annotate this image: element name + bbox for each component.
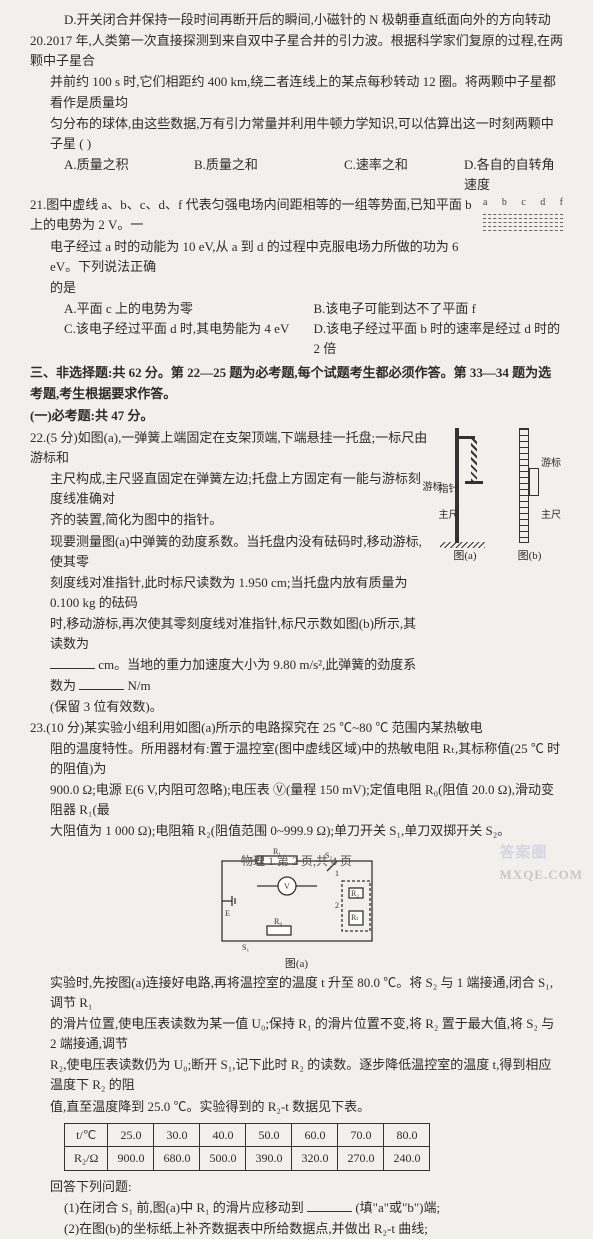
- q20-b: B.质量之和: [194, 155, 344, 195]
- lbl-v: V: [284, 882, 290, 891]
- spring-diagram: 游标 指针 主尺: [435, 428, 490, 548]
- th-4: 50.0: [246, 1123, 292, 1147]
- th-3: 40.0: [200, 1123, 246, 1147]
- lbl-s1: S₁: [242, 943, 249, 952]
- watermark-cn: 答案圈: [500, 845, 548, 861]
- th-0: t/℃: [65, 1123, 108, 1147]
- pointer-label: 指针: [439, 482, 459, 498]
- table-data-row: R₂/Ω 900.0 680.0 500.0 390.0 320.0 270.0…: [65, 1147, 430, 1171]
- q22-p3: 时,移动游标,再次使其零刻度线对准指针,标尺示数如图(b)所示,其读数为: [30, 614, 429, 654]
- q20-stem-3: 匀分布的球体,由这些数据,万有引力常量并利用牛顿力学知识,可以估算出这一时刻两颗…: [30, 114, 563, 154]
- q23-stem-3: 900.0 Ω;电源 E(6 V,内阻可忽略);电压表 Ⓥ(量程 150 mV)…: [30, 780, 563, 820]
- table-header-row: t/℃ 25.0 30.0 40.0 50.0 60.0 70.0 80.0: [65, 1123, 430, 1147]
- q22-blanks: cm。当地的重力加速度大小为 9.80 m/s²,此弹簧的劲度系数为 N/m: [30, 655, 429, 695]
- lbl-e: E: [225, 909, 230, 918]
- q22-stem-1: 22.(5 分)如图(a),一弹簧上端固定在支架顶端,下端悬挂一托盘;一标尺由游…: [30, 428, 429, 468]
- ruler-vernier-label: 游标: [541, 456, 561, 472]
- sub-q2: (2)在图(b)的坐标纸上补齐数据表中所给数据点,并做出 R₂-t 曲线;: [30, 1219, 563, 1239]
- q21-lbl-c: c: [521, 195, 525, 211]
- sub-q1-text: (1)在闭合 S₁ 前,图(a)中 R₁ 的滑片应移动到: [64, 1200, 304, 1215]
- q22-fig-b-cap: 图(b): [501, 548, 559, 565]
- q22-note: (保留 3 位有效数)。: [30, 697, 429, 717]
- q21-stem-2: 电子经过 a 时的动能为 10 eV,从 a 到 d 的过程中克服电场力所做的功…: [30, 237, 479, 277]
- q23-p2: 的滑片位置,使电压表读数为某一值 U₀;保持 R₁ 的滑片位置不变,将 R₂ 置…: [30, 1014, 563, 1054]
- q23-p1: 实验时,先按图(a)连接好电路,再将温控室的温度 t 升至 80.0 ℃。将 S…: [30, 973, 563, 1013]
- q22-p1: 现要测量图(a)中弹簧的劲度系数。当托盘内没有砝码时,移动游标,使其零: [30, 532, 429, 572]
- td-2: 680.0: [154, 1147, 200, 1171]
- ruler-main-label: 主尺: [541, 508, 561, 524]
- main-scale-label: 主尺: [439, 508, 459, 524]
- sub-q1-blank: [307, 1198, 352, 1212]
- q20-stem-1: 20.2017 年,人类第一次直接探测到来自双中子星合并的引力波。根据科学家们复…: [30, 31, 563, 71]
- td-4: 390.0: [246, 1147, 292, 1171]
- td-7: 240.0: [384, 1147, 430, 1171]
- sub-q1: (1)在闭合 S₁ 前,图(a)中 R₁ 的滑片应移动到 (填"a"或"b")端…: [30, 1198, 563, 1218]
- td-1: 900.0: [108, 1147, 154, 1171]
- watermark-en: MXQE.COM: [500, 867, 583, 882]
- q21-c: C.该电子经过平面 d 时,其电势能为 4 eV: [64, 319, 314, 359]
- section-3-heading: 三、非选择题:共 62 分。第 22—25 题为必考题,每个试题考生都必须作答。…: [30, 363, 563, 403]
- th-6: 70.0: [338, 1123, 384, 1147]
- q20-options: A.质量之积 B.质量之和 C.速率之和 D.各自的自转角速度: [30, 155, 563, 195]
- q21-lbl-b: b: [502, 195, 507, 211]
- q21-a: A.平面 c 上的电势为零: [64, 299, 314, 319]
- lbl-rt: Rₜ: [351, 913, 359, 922]
- q22-unit2: N/m: [128, 678, 151, 693]
- q21-opts-row1: A.平面 c 上的电势为零 B.该电子可能到达不了平面 f: [30, 299, 563, 319]
- th-2: 30.0: [154, 1123, 200, 1147]
- q23-fig-a-cap: 图(a): [30, 956, 563, 973]
- lbl-r2: R₂: [351, 889, 359, 898]
- td-6: 270.0: [338, 1147, 384, 1171]
- q20-stem-2: 并前约 100 s 时,它们相距约 400 km,绕二者连线上的某点每秒转动 1…: [30, 72, 563, 112]
- q23-p3: R₂,使电压表读数仍为 U₀;断开 S₁,记下此时 R₂ 的读数。逐步降低温控室…: [30, 1055, 563, 1095]
- th-5: 60.0: [292, 1123, 338, 1147]
- q22-block: 22.(5 分)如图(a),一弹簧上端固定在支架顶端,下端悬挂一托盘;一标尺由游…: [30, 428, 563, 718]
- q22-stem-2: 主尺构成,主尺竖直固定在弹簧左边;托盘上方固定有一能与游标刻度线准确对: [30, 469, 429, 509]
- q21-figure: a b c d f: [479, 195, 563, 299]
- q23-stem-4: 大阻值为 1 000 Ω);电阻箱 R₂(阻值范围 0~999.9 Ω);单刀开…: [30, 821, 563, 841]
- q22-figures: 游标 指针 主尺 游标 主尺 图(a) 图(b): [433, 428, 563, 718]
- subsection-1: (一)必考题:共 47 分。: [30, 406, 563, 426]
- q21-stem-1: 21.图中虚线 a、b、c、d、f 代表匀强电场内间距相等的一组等势面,已知平面…: [30, 195, 479, 235]
- q21-lbl-d: d: [540, 195, 545, 211]
- q23-stem-1: 23.(10 分)某实验小组利用如图(a)所示的电路探究在 25 ℃~80 ℃ …: [30, 718, 563, 738]
- q22-stem-3: 齐的装置,简化为图中的指针。: [30, 510, 429, 530]
- q22-p2: 刻度线对准指针,此时标尺读数为 1.950 cm;当托盘内放有质量为 0.100…: [30, 573, 429, 613]
- th-7: 80.0: [384, 1123, 430, 1147]
- q23-p4: 值,直至温度降到 25.0 ℃。实验得到的 R₂-t 数据见下表。: [30, 1097, 563, 1117]
- q23-stem-2: 阻的温度特性。所用器材有:置于温控室(图中虚线区域)中的热敏电阻 Rₜ,其标称值…: [30, 739, 563, 779]
- q20-a: A.质量之积: [64, 155, 194, 195]
- q22-blank-1: [50, 655, 95, 669]
- q21-lbl-a: a: [483, 195, 487, 211]
- after-table: 回答下列问题:: [30, 1177, 563, 1197]
- watermark: 答案圈 MXQE.COM: [500, 842, 583, 885]
- q22-fig-a-cap: 图(a): [438, 548, 493, 565]
- data-table: t/℃ 25.0 30.0 40.0 50.0 60.0 70.0 80.0 R…: [30, 1123, 563, 1171]
- ruler-diagram: 游标 主尺: [505, 428, 563, 548]
- td-3: 500.0: [200, 1147, 246, 1171]
- q22-blank-2: [79, 676, 124, 690]
- q20-d: D.各自的自转角速度: [464, 155, 563, 195]
- prev-d-option: D.开关闭合并保持一段时间再断开后的瞬间,小磁针的 N 极朝垂直纸面向外的方向转…: [30, 10, 563, 30]
- q21-block: 21.图中虚线 a、b、c、d、f 代表匀强电场内间距相等的一组等势面,已知平面…: [30, 195, 563, 299]
- q21-d: D.该电子经过平面 b 时的速率是经过 d 时的 2 倍: [314, 319, 564, 359]
- q21-lbl-f: f: [560, 195, 563, 211]
- q21-stem-3: 的是: [30, 278, 479, 298]
- lbl-2: 2: [335, 901, 339, 910]
- q20-c: C.速率之和: [344, 155, 464, 195]
- td-0: R₂/Ω: [65, 1147, 108, 1171]
- lbl-r0: R₀: [274, 917, 282, 926]
- td-5: 320.0: [292, 1147, 338, 1171]
- q21-b: B.该电子可能到达不了平面 f: [314, 299, 564, 319]
- th-1: 25.0: [108, 1123, 154, 1147]
- q21-opts-row2: C.该电子经过平面 d 时,其电势能为 4 eV D.该电子经过平面 b 时的速…: [30, 319, 563, 359]
- sub-q1-tail: (填"a"或"b")端;: [355, 1200, 440, 1215]
